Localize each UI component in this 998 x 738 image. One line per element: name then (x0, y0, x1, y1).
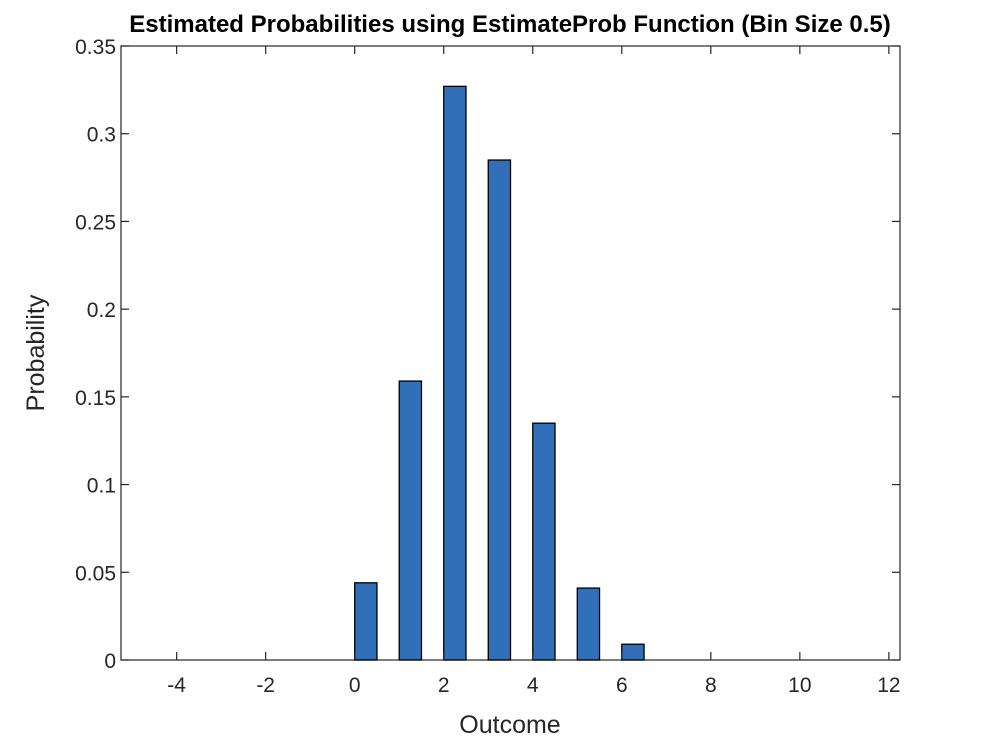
x-tick-label-7: 10 (788, 674, 811, 697)
bar-0 (354, 582, 378, 661)
y-tick-label-1: 0.05 (75, 562, 116, 585)
y-tick-label-0: 0 (104, 650, 116, 673)
x-tick-label-6: 8 (705, 674, 717, 697)
chart-title: Estimated Probabilities using EstimatePr… (129, 11, 890, 38)
y-tick-label-2: 0.1 (87, 475, 116, 498)
bar-1 (398, 380, 423, 661)
x-axis-label: Outcome (459, 711, 560, 738)
bar-3 (487, 159, 512, 661)
bar-5 (576, 587, 601, 661)
y-axis-label: Probability (22, 294, 50, 411)
y-tick-label-6: 0.3 (87, 124, 116, 147)
bar-4 (532, 422, 556, 661)
y-tick-label-3: 0.15 (75, 387, 116, 410)
y-tick-label-5: 0.25 (75, 211, 116, 234)
x-tick-label-5: 6 (616, 674, 628, 697)
x-tick-label-4: 4 (527, 674, 539, 697)
plot-area: -4 -2 0 2 4 6 8 10 12 0 0.05 0.1 0.15 0.2 0.25 0.3 0.35 (75, 36, 901, 697)
bars-layer (354, 85, 645, 661)
y-tick-label-4: 0.2 (87, 299, 116, 322)
x-tick-label-0: -4 (167, 674, 186, 697)
x-tick-label-3: 2 (438, 674, 450, 697)
ticks-layer: -4 -2 0 2 4 6 8 10 12 0 0.05 0.1 0.15 0.2 0.25 0.3 0.35 (75, 36, 900, 697)
x-tick-label-2: 0 (349, 674, 361, 697)
y-tick-label-7: 0.35 (75, 36, 116, 59)
bar-2 (443, 85, 467, 661)
x-tick-label-1: -2 (256, 674, 275, 697)
bar-6 (621, 643, 645, 661)
x-tick-label-8: 12 (877, 674, 900, 697)
